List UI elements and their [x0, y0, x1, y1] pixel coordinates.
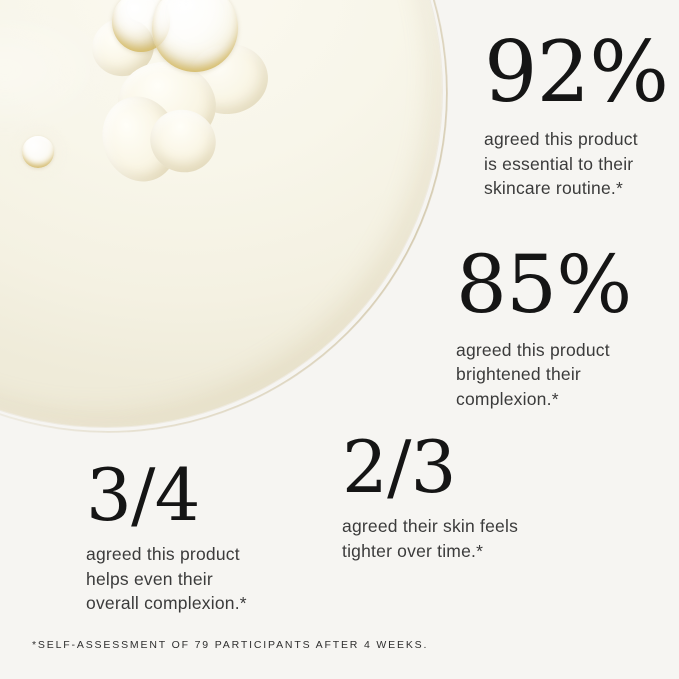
bubble-specular-highlight [170, 0, 202, 16]
serum-droplet-halo [12, 126, 66, 178]
stat-figure-92-percent: 92% [484, 23, 669, 121]
footnote-disclaimer: *SELF-ASSESSMENT OF 79 PARTICIPANTS AFTE… [32, 639, 429, 651]
serum-droplet [22, 136, 54, 168]
stat-block-85-percent: 85% agreed this product brightened their… [456, 238, 656, 411]
stat-block-two-thirds: 2/3 agreed their skin feels tighter over… [342, 425, 562, 563]
stat-block-three-quarters: 3/4 agreed this product helps even their… [86, 453, 296, 616]
serum-pool [0, 0, 442, 427]
serum-bubble-large [152, 0, 238, 72]
serum-bubble-small [112, 0, 170, 52]
serum-gel-lobe [86, 12, 160, 82]
serum-gel-lobe [140, 99, 226, 183]
stat-claim-text-two-thirds: agreed their skin feels tighter over tim… [342, 516, 519, 561]
serum-gel-lobe [91, 86, 189, 192]
serum-gel-lobe [184, 40, 272, 118]
stat-claim-text-92-percent: agreed this product is essential to thei… [484, 129, 638, 199]
stat-figure-three-quarters: 3/4 [86, 453, 200, 537]
stat-figure-85-percent: 85% [456, 238, 632, 331]
stat-figure-two-thirds: 2/3 [342, 425, 456, 509]
bubble-specular-highlight [124, 0, 146, 16]
serum-rim-shadow [0, 0, 448, 433]
serum-gel-lobe [112, 55, 222, 153]
stat-claim-text-three-quarters: agreed this product helps even their ove… [86, 544, 247, 614]
serum-sheen-highlight [0, 5, 120, 135]
stat-block-92-percent: 92% agreed this product is essential to … [484, 23, 674, 201]
stat-claim-text-85-percent: agreed this product brightened their com… [456, 339, 610, 409]
